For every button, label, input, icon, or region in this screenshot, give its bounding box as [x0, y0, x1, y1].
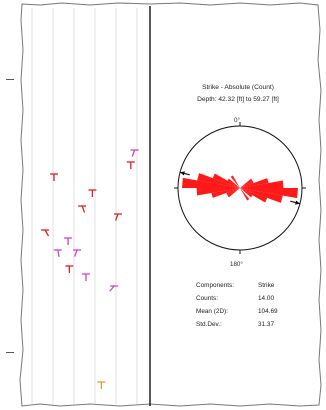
tadpole-symbol: [109, 285, 119, 292]
rose-petal: [240, 188, 298, 199]
stat-counts-value: 14.00: [258, 295, 274, 302]
rose-petal: [212, 173, 240, 188]
rose-petal: [240, 180, 284, 188]
rose-mean-arrowhead: [180, 171, 185, 176]
rose-petal: [240, 188, 283, 203]
tadpole-symbol: [130, 149, 139, 157]
tadpole-track-gridlines: [31, 8, 138, 404]
tadpole-symbol: [73, 249, 82, 257]
rose-petal: [197, 173, 240, 188]
tadpole-symbol: [78, 205, 87, 213]
rose-depth-range: Depth: 42.32 [ft] to 59.27 [ft]: [197, 96, 279, 103]
stat-mean-value: 104.69: [258, 308, 278, 315]
tadpole-symbol: [114, 213, 122, 221]
rose-mean-arrowhead: [295, 200, 300, 205]
stat-counts-label: Counts:: [196, 295, 219, 302]
rose-petal: [227, 188, 240, 198]
depth-tick: [6, 352, 14, 353]
tadpole-symbol: [97, 381, 106, 389]
torn-border: [19, 2, 322, 407]
rose-title: Strike - Absolute (Count): [202, 84, 274, 91]
rose-petal: [240, 178, 269, 188]
rose-petal: [196, 188, 240, 196]
rose-north-label: 0°: [234, 117, 240, 124]
depth-tick: [6, 79, 14, 80]
rose-petal: [240, 188, 268, 203]
rose-petal: [230, 175, 240, 188]
rose-petal: [226, 188, 240, 196]
tadpole-track: [41, 149, 139, 389]
rose-petal: [240, 178, 253, 188]
tadpole-symbol: [50, 173, 58, 181]
stat-mean-label: Mean (2D):: [196, 308, 228, 315]
rose-south-label: 180°: [230, 261, 243, 268]
tadpole-symbol: [126, 161, 135, 169]
rose-petal: [240, 180, 254, 188]
rose-petal: [211, 188, 240, 198]
rose-petal: [240, 188, 253, 198]
tadpole-symbol: [82, 273, 90, 281]
rose-diagram: [174, 122, 306, 254]
rose-petal: [182, 177, 240, 188]
stat-stddev-value: 31.37: [258, 321, 274, 328]
tadpole-symbol: [88, 189, 97, 197]
tadpole-symbol: [53, 249, 62, 258]
stat-components-value: Strike: [258, 282, 275, 289]
rose-petal: [240, 188, 250, 201]
tadpole-symbol: [41, 229, 50, 237]
rose-petal: [227, 178, 240, 188]
tadpole-symbol: [64, 237, 73, 245]
stat-components-label: Components:: [196, 282, 235, 289]
stat-stddev-label: Std.Dev.:: [196, 321, 222, 328]
tadpole-symbol: [65, 265, 74, 273]
